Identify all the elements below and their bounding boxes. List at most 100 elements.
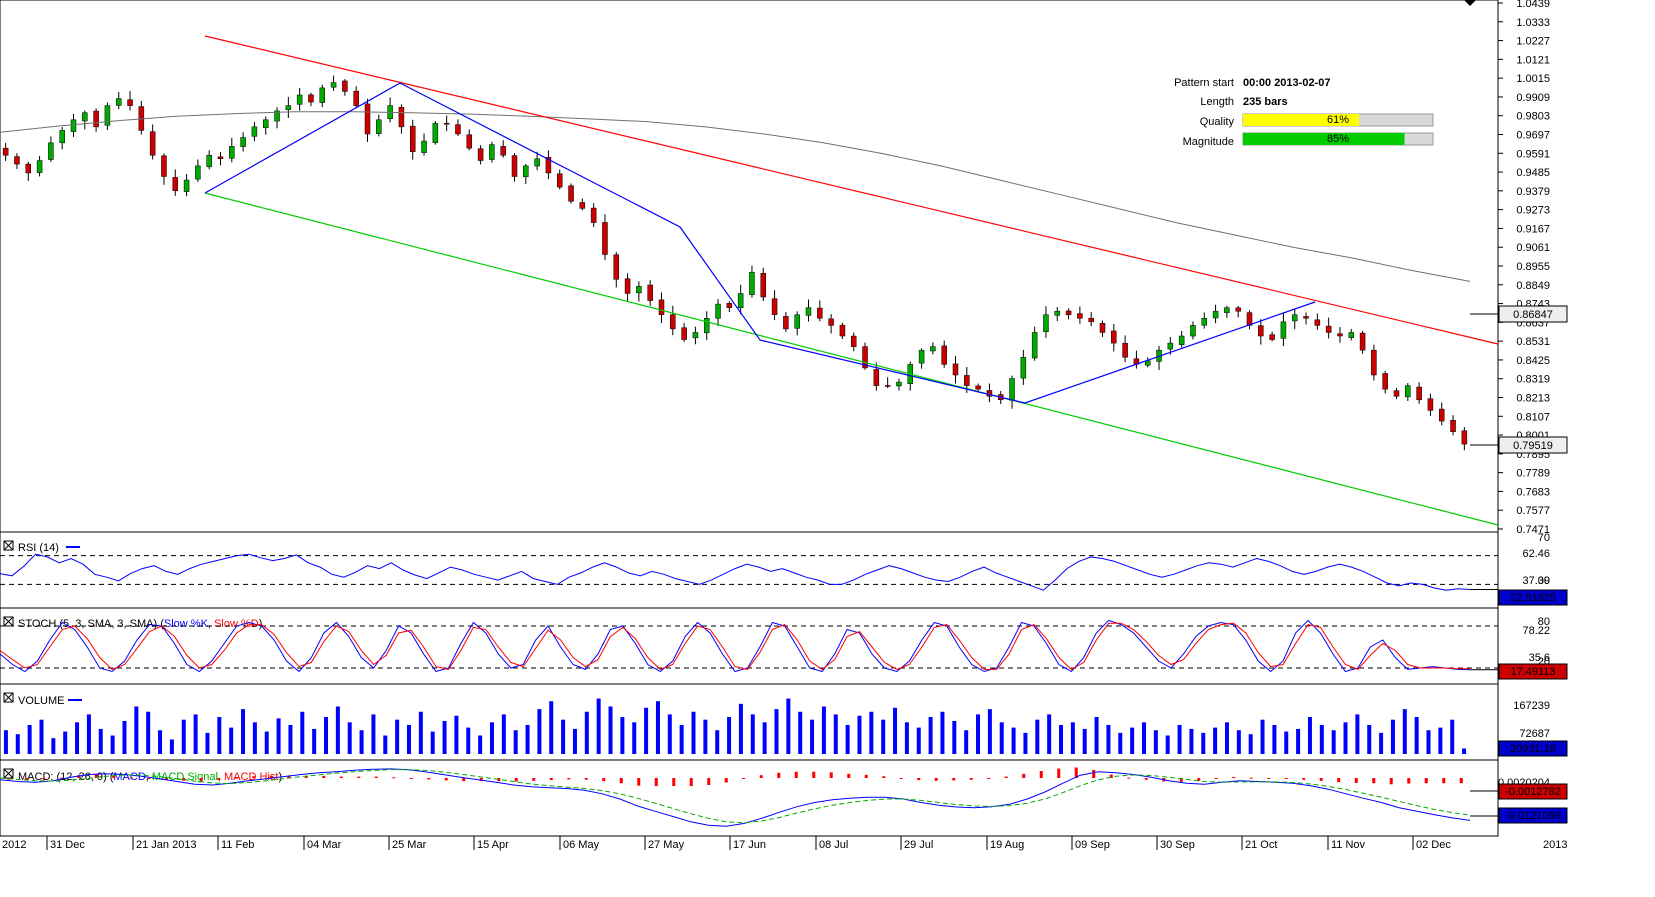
- macd-hist-bar: [1407, 778, 1411, 784]
- volume-bar: [371, 714, 376, 754]
- candle-body: [1122, 343, 1128, 358]
- candle-body: [1235, 307, 1241, 312]
- price-tick-label: 1.0439: [1516, 0, 1550, 10]
- candle-body: [70, 119, 77, 132]
- price-tick-label: 0.9167: [1516, 223, 1550, 235]
- candle-body: [172, 177, 179, 191]
- volume-bar: [608, 706, 613, 754]
- price-tick-label: 0.8531: [1516, 336, 1550, 348]
- macd-hist-bar: [987, 778, 991, 779]
- candle-body: [285, 105, 292, 110]
- volume-bar: [727, 717, 732, 754]
- volume-bar: [691, 711, 696, 754]
- volume-bar: [478, 735, 483, 754]
- candle-body: [489, 144, 495, 160]
- volume-bar: [383, 735, 388, 754]
- volume-bar: [928, 717, 933, 754]
- candle-body: [1427, 398, 1434, 411]
- candle-body: [500, 146, 506, 156]
- volume-bar: [1141, 722, 1146, 754]
- candle-body: [1393, 390, 1400, 397]
- volume-bar: [987, 709, 992, 754]
- price-tick-label: 0.9697: [1516, 130, 1550, 142]
- volume-bar: [15, 734, 20, 754]
- macd-hist-bar: [339, 776, 343, 778]
- volume-bar: [1059, 724, 1064, 754]
- volume-bar: [845, 724, 850, 754]
- volume-bar: [347, 722, 352, 754]
- candle-body: [93, 110, 99, 128]
- volume-bar: [513, 730, 518, 754]
- volume-bar: [1035, 719, 1040, 754]
- candle-body: [229, 146, 235, 159]
- candle-body: [1088, 317, 1094, 323]
- scroll-arrow-icon[interactable]: [1464, 0, 1476, 6]
- macd-hist-bar: [969, 778, 973, 780]
- volume-bar: [549, 701, 554, 754]
- price-tick-label: 0.8319: [1516, 374, 1550, 386]
- candle-body: [681, 327, 687, 340]
- candle-body: [726, 303, 733, 308]
- price-tick-label: 0.9273: [1516, 205, 1550, 217]
- volume-bar: [798, 711, 803, 754]
- candle-body: [1099, 323, 1106, 333]
- candle-body: [1405, 385, 1411, 398]
- macd-hist-tag-bg: [1498, 783, 1568, 800]
- candle-body: [771, 298, 778, 315]
- time-tick-label: 02 Dec: [1416, 839, 1451, 851]
- volume-bar: [1047, 714, 1052, 754]
- macd-hist-bar: [427, 778, 431, 780]
- volume-bar: [1331, 730, 1336, 754]
- candle-body: [36, 160, 43, 173]
- magnitude-label: Magnitude: [1183, 136, 1234, 148]
- volume-bar: [1189, 728, 1194, 754]
- candle-body: [975, 385, 981, 390]
- macd-hist-bar: [1354, 778, 1358, 783]
- time-tick-label: 06 May: [563, 839, 600, 851]
- volume-bar: [1023, 732, 1028, 754]
- volume-bar: [1450, 719, 1455, 754]
- rsi-title: RSI (14): [18, 542, 59, 554]
- volume-bar: [1272, 724, 1277, 754]
- volume-bar: [620, 717, 625, 754]
- volume-bar: [715, 730, 720, 754]
- candle-body: [760, 273, 767, 298]
- candle-body: [952, 363, 959, 376]
- price-tick-label: 0.8107: [1516, 411, 1550, 423]
- volume-tick-label: 72687: [1519, 728, 1550, 740]
- volume-bar: [27, 724, 32, 754]
- volume-value-tag-bg: [1498, 740, 1568, 757]
- macd-hist-bar: [1249, 777, 1253, 779]
- volume-bar: [655, 701, 660, 754]
- candle-body: [568, 185, 574, 202]
- candle-body: [941, 345, 947, 365]
- macd-hist-bar: [392, 777, 396, 779]
- price-tick-label: 0.8849: [1516, 280, 1550, 292]
- volume-bar: [774, 709, 779, 754]
- volume-bar: [644, 707, 649, 754]
- volume-bar: [454, 715, 459, 754]
- candle-body: [115, 98, 122, 106]
- macd-hist-bar: [1092, 769, 1096, 778]
- candle-body: [850, 335, 857, 347]
- volume-bar: [596, 698, 601, 754]
- candle-body: [1325, 325, 1332, 333]
- candle-body: [590, 207, 597, 223]
- price-tick-label: 0.9591: [1516, 148, 1550, 160]
- volume-bar: [442, 721, 447, 754]
- rsi-value-tag-bg: [1498, 589, 1568, 606]
- candle-body: [1303, 316, 1309, 319]
- volume-bar: [181, 719, 186, 754]
- volume-bar: [952, 721, 957, 754]
- macd-hist-bar: [147, 778, 151, 780]
- time-tick-label: 2013: [1543, 839, 1567, 851]
- candle-body: [59, 130, 65, 144]
- candle-body: [1450, 419, 1456, 432]
- quality-label: Quality: [1200, 116, 1235, 128]
- candle-body: [1212, 310, 1219, 319]
- candle-body: [579, 202, 586, 209]
- macd-hist-bar: [252, 776, 256, 778]
- macd-hist-bar: [847, 773, 851, 778]
- candle-body: [1167, 342, 1174, 350]
